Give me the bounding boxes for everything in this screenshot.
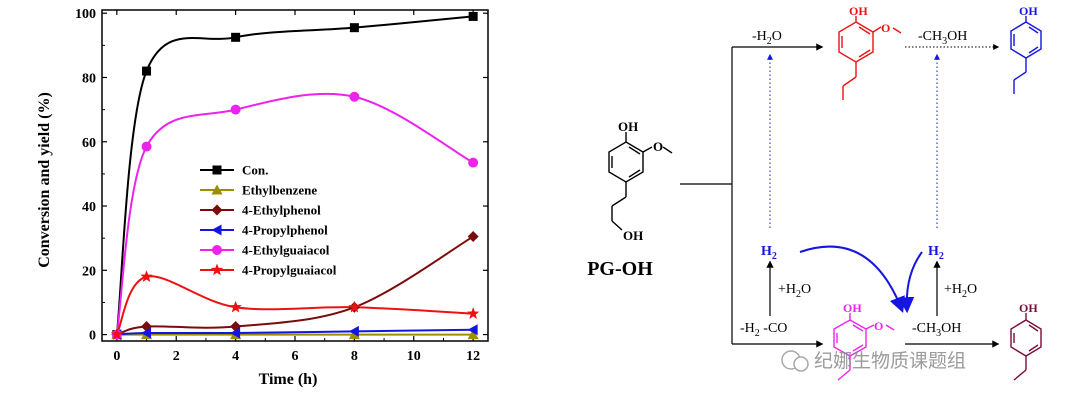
product-4-ethylguaiacol-structure [833,313,895,381]
legend-marker-4-propylphenol [211,224,222,236]
series-line-4-propylphenol [116,328,474,336]
label-plus-h2o-left: +H2O [778,282,811,300]
h2-right: H2 [928,244,944,262]
legend-label-4-ethylguaiacol: 4-Ethylguaiacol [242,243,330,258]
product-4-propylguaiacol-structure [838,16,902,100]
legend-label-ethylbenzene: Ethylbenzene [242,183,317,198]
plot-frame [101,9,489,342]
reaction-scheme: OH O OH PG-OH -H2O -CH3OH [587,4,1042,381]
data-point-4-ethylguaiacol [349,91,360,102]
x-tick-label: 12 [466,349,480,364]
x-tick-label: 8 [351,349,358,364]
y-tick-label: 100 [75,7,96,22]
data-point-ethylbenzene [467,329,479,340]
x-axis-label: Time (h) [259,371,318,388]
wechat-icon-inner [793,356,809,372]
reactant-oh-top: OH [618,119,638,134]
legend-label-4-propylphenol: 4-Propylphenol [242,223,328,238]
product-4-propylphenol-structure [1010,16,1042,94]
y-tick-label: 60 [82,136,96,151]
data-point-4-ethylguaiacol [468,157,479,168]
magenta-oh: OH [843,301,862,315]
watermark: 纪娜生物质课题组 [781,350,966,372]
h2-left: H2 [761,244,777,262]
legend-marker-con [212,165,222,175]
legend-label-con: Con. [242,163,268,178]
maroon-oh: OH [1019,301,1038,315]
y-axis-label: Conversion and yield (%) [36,92,53,268]
label-minus-h2o: -H2O [752,29,782,47]
label-plus-h2o-right: +H2O [944,282,977,300]
product-4-ethylphenol-structure [1010,313,1042,381]
series-markers [110,11,480,341]
series-line-con [115,15,474,335]
legend-marker-ethylbenzene [211,184,223,195]
watermark-text: 纪娜生物质课题组 [814,350,966,372]
y-tick-label: 20 [82,264,96,279]
label-minus-ch3oh-top: -CH3OH [918,29,967,47]
data-point-con [468,11,478,21]
x-tick-label: 2 [173,349,180,364]
legend-marker-4-ethylphenol [211,204,223,216]
data-point-4-propylphenol [348,325,359,337]
legend-label-4-ethylphenol: 4-Ethylphenol [242,203,321,218]
y-tick-label: 40 [82,200,96,215]
legend-marker-4-ethylguaiacol [212,245,222,255]
data-point-4-ethylphenol [467,231,479,243]
data-point-4-propylphenol [141,327,152,339]
label-minus-h2-co: -H2 -CO [740,321,787,339]
y-tick-label: 80 [82,71,96,86]
x-tick-label: 10 [407,349,421,364]
y-tick-label: 0 [89,329,96,344]
series-lines [115,15,474,336]
data-point-con [231,32,241,42]
plot-border [101,9,489,342]
data-point-4-ethylguaiacol [141,141,152,152]
blue-oh: OH [1019,4,1038,18]
data-point-con [142,66,152,76]
data-point-4-ethylguaiacol [230,104,241,115]
legend-marker-4-propylguaiacol [210,263,224,276]
curved-arrow-h2-left [799,245,905,313]
reactant-pg-oh-structure [608,132,673,231]
data-point-4-propylguaiacol [229,300,242,313]
label-minus-ch3oh-bottom: -CH3OH [912,321,961,339]
data-point-4-propylguaiacol [110,328,124,340]
data-point-con [349,23,359,33]
data-point-4-propylguaiacol [348,300,361,313]
red-oh: OH [849,4,868,18]
x-tick-label: 4 [232,349,239,364]
x-tick-label: 6 [292,349,299,364]
magenta-o: O [874,319,883,333]
reactant-methoxy-o: O [653,139,663,154]
curved-arrow-h2-right [898,251,923,314]
data-point-4-propylguaiacol [140,270,153,282]
main-bracket [680,43,824,348]
data-point-4-propylphenol [467,324,478,336]
reactant-oh-bottom: OH [623,228,643,243]
legend-label-4-propylguaiacol: 4-Propylguaiacol [242,263,337,278]
data-point-4-propylguaiacol [466,307,480,319]
data-point-4-propylphenol [230,327,241,339]
x-tick-label: 0 [113,349,120,364]
reactant-label: PG-OH [587,258,653,280]
legend: Con. Ethylbenzene 4-Ethylphenol 4-Propylphe… [200,163,337,278]
red-o: O [881,21,890,35]
